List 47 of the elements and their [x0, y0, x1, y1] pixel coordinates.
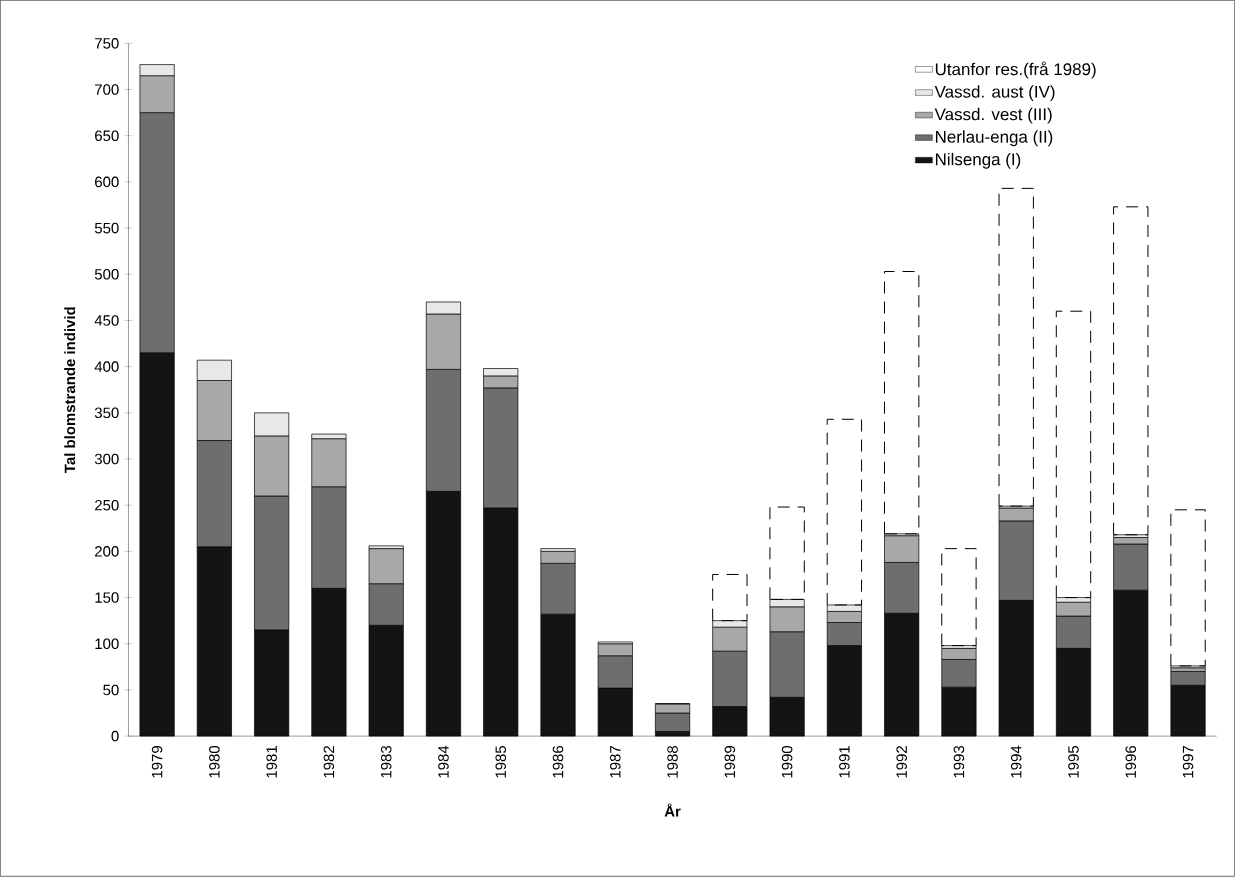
x-tick-label: 1985 [495, 746, 507, 778]
bar [883, 271, 920, 535]
legend-label: Vassd. aust (IV) [934, 85, 1055, 102]
y-tick-label: 100 [95, 638, 119, 650]
x-tick-label: 1994 [1010, 745, 1022, 778]
bar [998, 188, 1034, 507]
legend-label: Nilsenga (I) [935, 153, 1021, 169]
y-tick-label: 0 [111, 731, 119, 742]
y-tick-label: 350 [94, 407, 119, 419]
x-tick-label: 1982 [323, 746, 335, 778]
x-tick-label: 1983 [380, 746, 392, 778]
x-tick-label: 1993 [953, 746, 965, 778]
y-tick-label: 50 [103, 684, 119, 696]
y-tick-label: 300 [94, 453, 119, 465]
legend-label: Nerlau-enga (II) [935, 130, 1053, 147]
y-tick-label: 600 [95, 176, 119, 188]
x-tick-label: 1996 [1125, 746, 1137, 778]
legend-label: Utanfor res.(frå 1989) [935, 61, 1096, 79]
x-tick-label: 1984 [438, 745, 449, 778]
x-tick-label: 1997 [1182, 746, 1194, 778]
y-tick-label: 200 [95, 546, 119, 557]
y-tick-label: 500 [94, 269, 119, 280]
y-tick-label: 400 [94, 361, 119, 373]
x-tick-label: 1991 [839, 746, 850, 778]
x-tick-label: 1990 [781, 746, 793, 778]
y-tick-label: 700 [95, 84, 119, 96]
y-tick-label: 450 [94, 315, 119, 326]
x-tick-label: 1992 [896, 746, 907, 778]
y-tick-label: 550 [94, 222, 119, 234]
y-tick-label: 650 [95, 130, 119, 142]
x-tick-label: 1989 [724, 746, 736, 778]
bar [1055, 310, 1092, 599]
y-tick-label: 250 [95, 500, 119, 511]
x-tick-label: 1995 [1068, 746, 1079, 778]
x-tick-label: 1979 [151, 746, 163, 778]
x-tick-label: 1986 [552, 746, 564, 778]
x-tick-label: 1987 [609, 746, 621, 778]
x-tick-label: 1980 [209, 746, 220, 778]
y-tick-label: 150 [95, 592, 119, 604]
x-tick-label: 1988 [667, 746, 678, 778]
x-axis-title: År [664, 803, 681, 817]
x-tick-label: 1981 [266, 746, 277, 778]
legend-label: Vassd. vest (III) [934, 108, 1052, 124]
y-tick-label: 750 [95, 38, 119, 49]
bar [941, 548, 977, 647]
y-axis-title: Tal blomstrande individ [64, 307, 76, 474]
bar [1113, 206, 1149, 536]
